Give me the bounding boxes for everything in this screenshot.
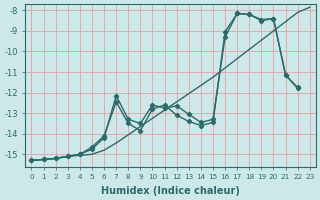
X-axis label: Humidex (Indice chaleur): Humidex (Indice chaleur) xyxy=(101,186,240,196)
